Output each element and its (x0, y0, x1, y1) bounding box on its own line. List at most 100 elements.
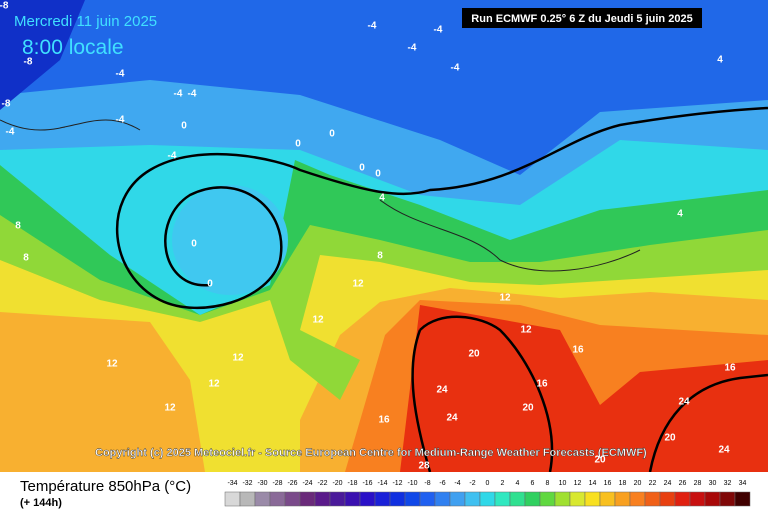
colorbar-label: -28 (272, 480, 282, 487)
contour-label: -8 (0, 1, 9, 12)
colorbar-label: 26 (679, 480, 687, 487)
colorbar-label: 14 (589, 480, 597, 487)
colorbar-cell (389, 491, 406, 507)
colorbar-label: -20 (332, 480, 342, 487)
colorbar-cell (344, 491, 361, 507)
date: Mercredi 11 juin 2025 (14, 13, 157, 30)
colorbar-cell (734, 491, 751, 507)
contour-label: 12 (352, 279, 364, 290)
contour-label: -8 (2, 99, 11, 110)
contour-label: 12 (520, 325, 532, 336)
contour-label: 28 (418, 461, 430, 472)
contour-label: 16 (572, 345, 584, 356)
colorbar-label: 2 (501, 480, 505, 487)
contour-label: 20 (468, 349, 480, 360)
colorbar-label: -34 (227, 480, 237, 487)
contour-label: 16 (724, 363, 736, 374)
colorbar-cell (464, 491, 481, 507)
run-box (462, 8, 702, 28)
colorbar-cell (404, 491, 421, 507)
colorbar-label: -2 (469, 480, 475, 487)
colorbar-cell (719, 491, 736, 507)
colorbar-label: -16 (362, 480, 372, 487)
colorbar-cell (629, 491, 646, 507)
colorbar-label: -30 (257, 480, 267, 487)
contour-label: 0 (359, 163, 365, 174)
colorbar-cell (419, 491, 436, 507)
run-info: Run ECMWF 0.25° 6 Z du Jeudi 5 juin 2025 (471, 13, 692, 25)
colorbar-cell (554, 491, 571, 507)
colorbar-cell (329, 491, 346, 507)
colorbar-cell (509, 491, 526, 507)
contour-label: 16 (378, 415, 390, 426)
colorbar-label: 32 (724, 480, 732, 487)
colorbar-label: 30 (709, 480, 717, 487)
contour-label: -4 (368, 21, 377, 32)
colorbar-cell (449, 491, 466, 507)
colorbar-cell (494, 491, 511, 507)
colorbar-cell (599, 491, 616, 507)
colorbar-label: 0 (486, 480, 490, 487)
contour-label: 12 (164, 403, 176, 414)
temp-field (0, 0, 768, 175)
cyclone-core (172, 185, 288, 295)
colorbar-label: -26 (287, 480, 297, 487)
contour-label: -4 (116, 115, 125, 126)
colorbar: -34 -32 -30 -28 -26 -24 -22 -20 -18 -16 -14 -12 -10-… (224, 480, 751, 507)
colorbar-label: 10 (559, 480, 567, 487)
contour-label: 0 (375, 169, 381, 180)
contour-label: 8 (377, 251, 383, 262)
colorbar-label: 24 (664, 480, 672, 487)
temp-field (0, 0, 85, 110)
contour-label: 12 (232, 353, 244, 364)
contour-label: 20 (522, 403, 534, 414)
colorbar-cell (254, 491, 271, 507)
contour-label: 24 (436, 385, 448, 396)
contour-label: 8 (23, 253, 29, 264)
colorbar-label: -10 (407, 480, 417, 487)
contour-label: -4 (451, 63, 460, 74)
contour-label: 12 (312, 315, 324, 326)
colorbar-label: -22 (317, 480, 327, 487)
contour-label: 24 (446, 413, 458, 424)
colorbar-cell (224, 491, 241, 507)
contour-label: -4 (174, 89, 183, 100)
colorbar-cell (644, 491, 661, 507)
colorbar-cell (674, 491, 691, 507)
coastline (0, 119, 641, 272)
contour-label: 0 (191, 239, 197, 250)
contour-label: 16 (536, 379, 548, 390)
contour-label: 12 (499, 293, 511, 304)
colorbar-label: 18 (619, 480, 627, 487)
colorbar-cell (689, 491, 706, 507)
colorbar-label: -24 (302, 480, 312, 487)
colorbar-label: 6 (531, 480, 535, 487)
colorbar-label: -6 (439, 480, 445, 487)
colorbar-cell (314, 491, 331, 507)
contour-label: 24 (718, 445, 730, 456)
contour-label: 4 (717, 55, 723, 66)
colorbar-cell (284, 491, 301, 507)
colorbar-cell (479, 491, 496, 507)
contour-label: -8 (24, 57, 33, 68)
colorbar-cell (584, 491, 601, 507)
contour-label: -4 (168, 151, 177, 162)
colorbar-label: -14 (377, 480, 387, 487)
contour-label: 4 (677, 209, 683, 220)
contour-label: 20 (594, 455, 606, 466)
colorbar-label: 28 (694, 480, 702, 487)
contour-label: 20 (664, 433, 676, 444)
contour-label: -4 (188, 89, 197, 100)
colorbar-label: -8 (424, 480, 430, 487)
colorbar-cell (659, 491, 676, 507)
colorbar-label: 22 (649, 480, 657, 487)
contour-label: -4 (6, 127, 15, 138)
colorbar-label: 4 (516, 480, 520, 487)
contour-label: -4 (434, 25, 443, 36)
legend-subtitle: (+ 144h) (20, 497, 62, 509)
colorbar-cell (614, 491, 631, 507)
contour-label: 12 (106, 359, 118, 370)
colorbar-label: -18 (347, 480, 357, 487)
colorbar-cell (374, 491, 391, 507)
